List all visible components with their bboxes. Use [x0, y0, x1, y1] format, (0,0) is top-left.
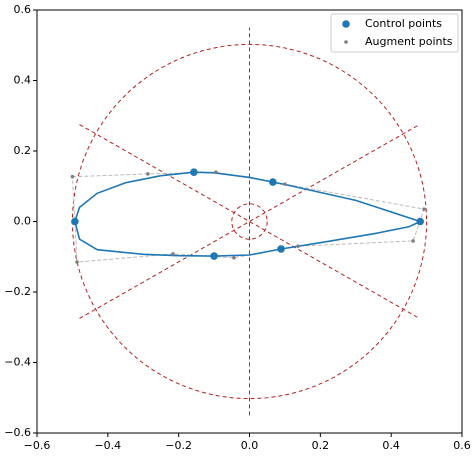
x-tick-label: 0.6	[453, 439, 471, 452]
point	[283, 182, 287, 186]
x-tick-label: −0.6	[24, 439, 51, 452]
point	[146, 172, 150, 176]
legend-label: Control points	[365, 17, 442, 30]
curve	[74, 171, 421, 257]
y-tick-label: 0.6	[14, 3, 32, 16]
point	[416, 217, 425, 226]
y-tick-label: 0.0	[14, 215, 32, 228]
point	[277, 245, 285, 253]
x-tick-label: 0.0	[241, 439, 259, 452]
guide-line	[79, 124, 420, 319]
augment-outline	[71, 171, 425, 263]
point	[171, 252, 175, 256]
point	[296, 244, 300, 248]
point	[71, 217, 79, 226]
y-tick-label: −0.2	[4, 285, 31, 298]
point	[214, 170, 218, 174]
legend-label: Augment points	[365, 35, 453, 48]
point	[422, 207, 426, 211]
plot-area	[70, 27, 428, 416]
x-tick-label: −0.2	[165, 439, 192, 452]
legend-marker	[342, 20, 350, 28]
guide-line	[79, 124, 420, 319]
y-tick-label: 0.2	[14, 144, 32, 157]
y-tick-label: 0.4	[14, 74, 32, 87]
point	[75, 260, 79, 264]
point	[70, 174, 75, 179]
point	[190, 168, 198, 176]
x-tick-label: 0.2	[312, 439, 330, 452]
y-tick-label: −0.6	[4, 426, 31, 439]
legend-box	[330, 13, 459, 53]
point	[411, 239, 415, 243]
guide-circle	[231, 203, 268, 240]
point	[232, 256, 236, 260]
y-tick-label: −0.4	[4, 356, 31, 369]
legend-marker	[344, 40, 348, 44]
point	[210, 252, 218, 260]
x-tick-label: −0.4	[94, 439, 121, 452]
x-tick-label: 0.4	[382, 439, 400, 452]
point	[269, 178, 277, 186]
